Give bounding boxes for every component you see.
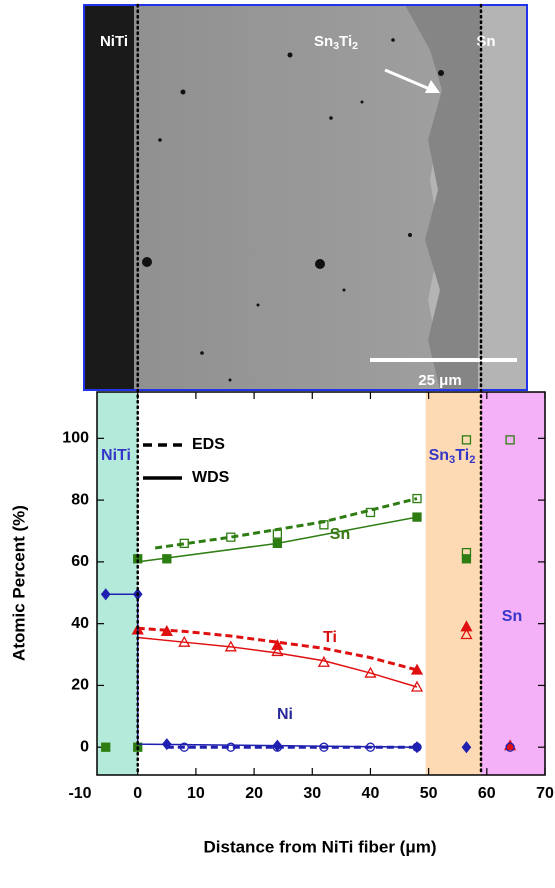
fit-line xyxy=(106,594,417,747)
y-tick-label: 60 xyxy=(71,553,89,570)
fit-line xyxy=(155,499,417,548)
legend-label: EDS xyxy=(192,436,225,453)
y-tick-label: 40 xyxy=(71,615,89,632)
x-tick-label: 40 xyxy=(362,785,380,802)
data-point xyxy=(163,555,171,563)
x-axis-title: Distance from NiTi fiber (μm) xyxy=(203,837,436,856)
x-tick-label: -10 xyxy=(68,785,91,802)
data-point xyxy=(102,743,110,751)
annotation: Ti xyxy=(323,629,337,646)
x-tick-label: 10 xyxy=(187,785,205,802)
x-tick-label: 70 xyxy=(536,785,554,802)
region-label: NiTi xyxy=(101,447,131,464)
region-band xyxy=(481,392,545,775)
y-axis-title: Atomic Percent (%) xyxy=(9,505,28,661)
y-tick-label: 100 xyxy=(62,430,89,447)
x-tick-label: 20 xyxy=(245,785,263,802)
x-tick-label: 0 xyxy=(133,785,142,802)
y-tick-label: 80 xyxy=(71,491,89,508)
legend-label: WDS xyxy=(192,469,230,486)
data-point xyxy=(273,530,281,538)
x-tick-label: 30 xyxy=(303,785,321,802)
micrograph-label: NiTi xyxy=(100,33,128,50)
data-point xyxy=(413,513,421,521)
annotation: Sn xyxy=(330,526,350,543)
region-label: Sn xyxy=(502,608,522,625)
micrograph: NiTi Sn3Ti2 Sn 25 μm xyxy=(84,5,527,390)
data-point xyxy=(462,555,470,563)
y-tick-label: 0 xyxy=(80,738,89,755)
x-tick-label: 60 xyxy=(478,785,496,802)
scale-bar-label: 25 μm xyxy=(418,372,461,389)
y-tick-label: 20 xyxy=(71,677,89,694)
niti-region xyxy=(84,5,134,390)
annotation: Ni xyxy=(277,706,293,723)
micrograph-label: Sn xyxy=(476,33,495,50)
x-tick-label: 50 xyxy=(420,785,438,802)
data-point xyxy=(273,539,281,547)
figure: NiTi Sn3Ti2 Sn 25 μm NiTiSn3Ti2Sn-100102… xyxy=(0,0,555,888)
